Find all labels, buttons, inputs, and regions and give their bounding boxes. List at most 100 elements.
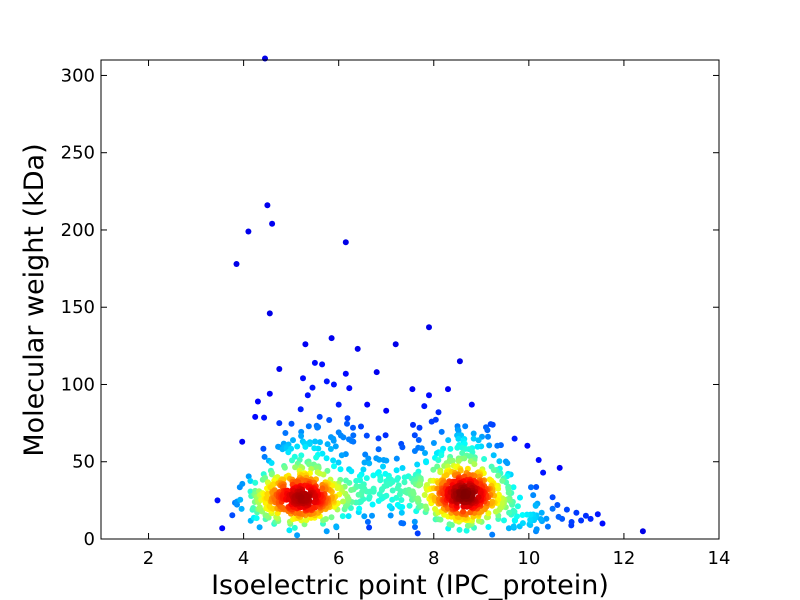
data-point (445, 437, 452, 444)
data-point (354, 345, 361, 352)
x-tick-label: 6 (333, 548, 344, 569)
data-point (471, 461, 478, 468)
data-point (316, 413, 323, 420)
data-point (233, 261, 240, 267)
data-point (470, 430, 477, 437)
x-tick-label: 10 (517, 548, 540, 569)
data-point (383, 457, 390, 464)
data-point (364, 518, 371, 525)
data-point (330, 381, 337, 388)
data-point (360, 466, 367, 473)
data-point (495, 491, 502, 498)
data-point (414, 495, 421, 502)
data-point (353, 477, 360, 484)
data-point (294, 532, 301, 539)
data-point (326, 417, 333, 423)
data-point (555, 513, 562, 520)
data-point (426, 392, 432, 399)
data-point (454, 444, 461, 451)
data-point (346, 436, 352, 443)
data-point (266, 390, 273, 397)
data-point (332, 443, 339, 450)
x-tick-label: 12 (612, 548, 635, 569)
data-point (291, 524, 298, 531)
data-point (331, 463, 337, 470)
data-point (418, 445, 425, 452)
data-point (411, 432, 418, 439)
data-point (370, 472, 377, 479)
data-point (538, 509, 545, 516)
data-point (544, 523, 551, 530)
data-point (398, 497, 405, 503)
data-point (406, 502, 413, 509)
data-point (335, 401, 342, 408)
data-point (323, 455, 330, 462)
data-point (300, 375, 306, 382)
data-point (468, 401, 475, 408)
data-point (316, 470, 323, 477)
y-tick-label: 0 (84, 529, 95, 550)
data-point (409, 386, 416, 393)
data-point (313, 454, 320, 461)
data-point (399, 465, 406, 471)
data-point (417, 481, 424, 488)
data-point (350, 432, 357, 439)
data-point (380, 463, 386, 470)
data-point (504, 460, 511, 467)
y-tick-label: 50 (72, 452, 95, 473)
data-point (455, 435, 462, 442)
data-point (389, 487, 396, 494)
x-tick-label: 14 (708, 548, 731, 569)
data-point (260, 445, 267, 452)
data-point (328, 335, 335, 342)
data-point (486, 442, 493, 449)
data-point (366, 524, 373, 531)
data-point (563, 506, 570, 513)
data-point (369, 501, 376, 508)
data-point (295, 510, 302, 517)
data-point (298, 494, 305, 501)
data-point (400, 520, 407, 527)
data-point (443, 472, 450, 478)
data-point (330, 437, 337, 444)
data-point (394, 501, 401, 508)
data-point (311, 359, 318, 366)
data-point (481, 456, 488, 462)
x-tick-label: 2 (143, 548, 154, 569)
y-axis-title: Molecular weight (kDa) (19, 143, 50, 456)
data-point (312, 438, 319, 445)
data-point (393, 455, 400, 462)
data-point (382, 432, 389, 439)
data-point (498, 500, 505, 507)
data-point (363, 432, 370, 439)
data-point (229, 512, 236, 519)
data-point (437, 516, 444, 523)
data-point (490, 467, 497, 473)
data-point (302, 341, 309, 348)
data-point (310, 504, 317, 511)
data-point (514, 503, 521, 510)
data-point (375, 446, 382, 453)
data-point (428, 418, 435, 425)
data-point (435, 457, 442, 464)
data-point (485, 524, 492, 530)
data-point (510, 484, 517, 491)
data-point (348, 468, 355, 475)
data-point (219, 525, 226, 532)
data-point (364, 401, 371, 408)
data-point (499, 477, 506, 484)
data-points (214, 55, 646, 539)
data-point (342, 239, 349, 246)
data-point (532, 502, 539, 509)
data-point (245, 473, 252, 480)
data-point (252, 413, 259, 420)
data-point (363, 475, 370, 482)
data-point (578, 517, 585, 524)
plot-frame (100, 59, 720, 540)
data-point (437, 469, 444, 476)
data-point (383, 492, 390, 499)
data-point (323, 378, 330, 385)
data-point (322, 516, 329, 522)
data-point (392, 341, 399, 348)
y-tick-label: 250 (61, 143, 95, 164)
